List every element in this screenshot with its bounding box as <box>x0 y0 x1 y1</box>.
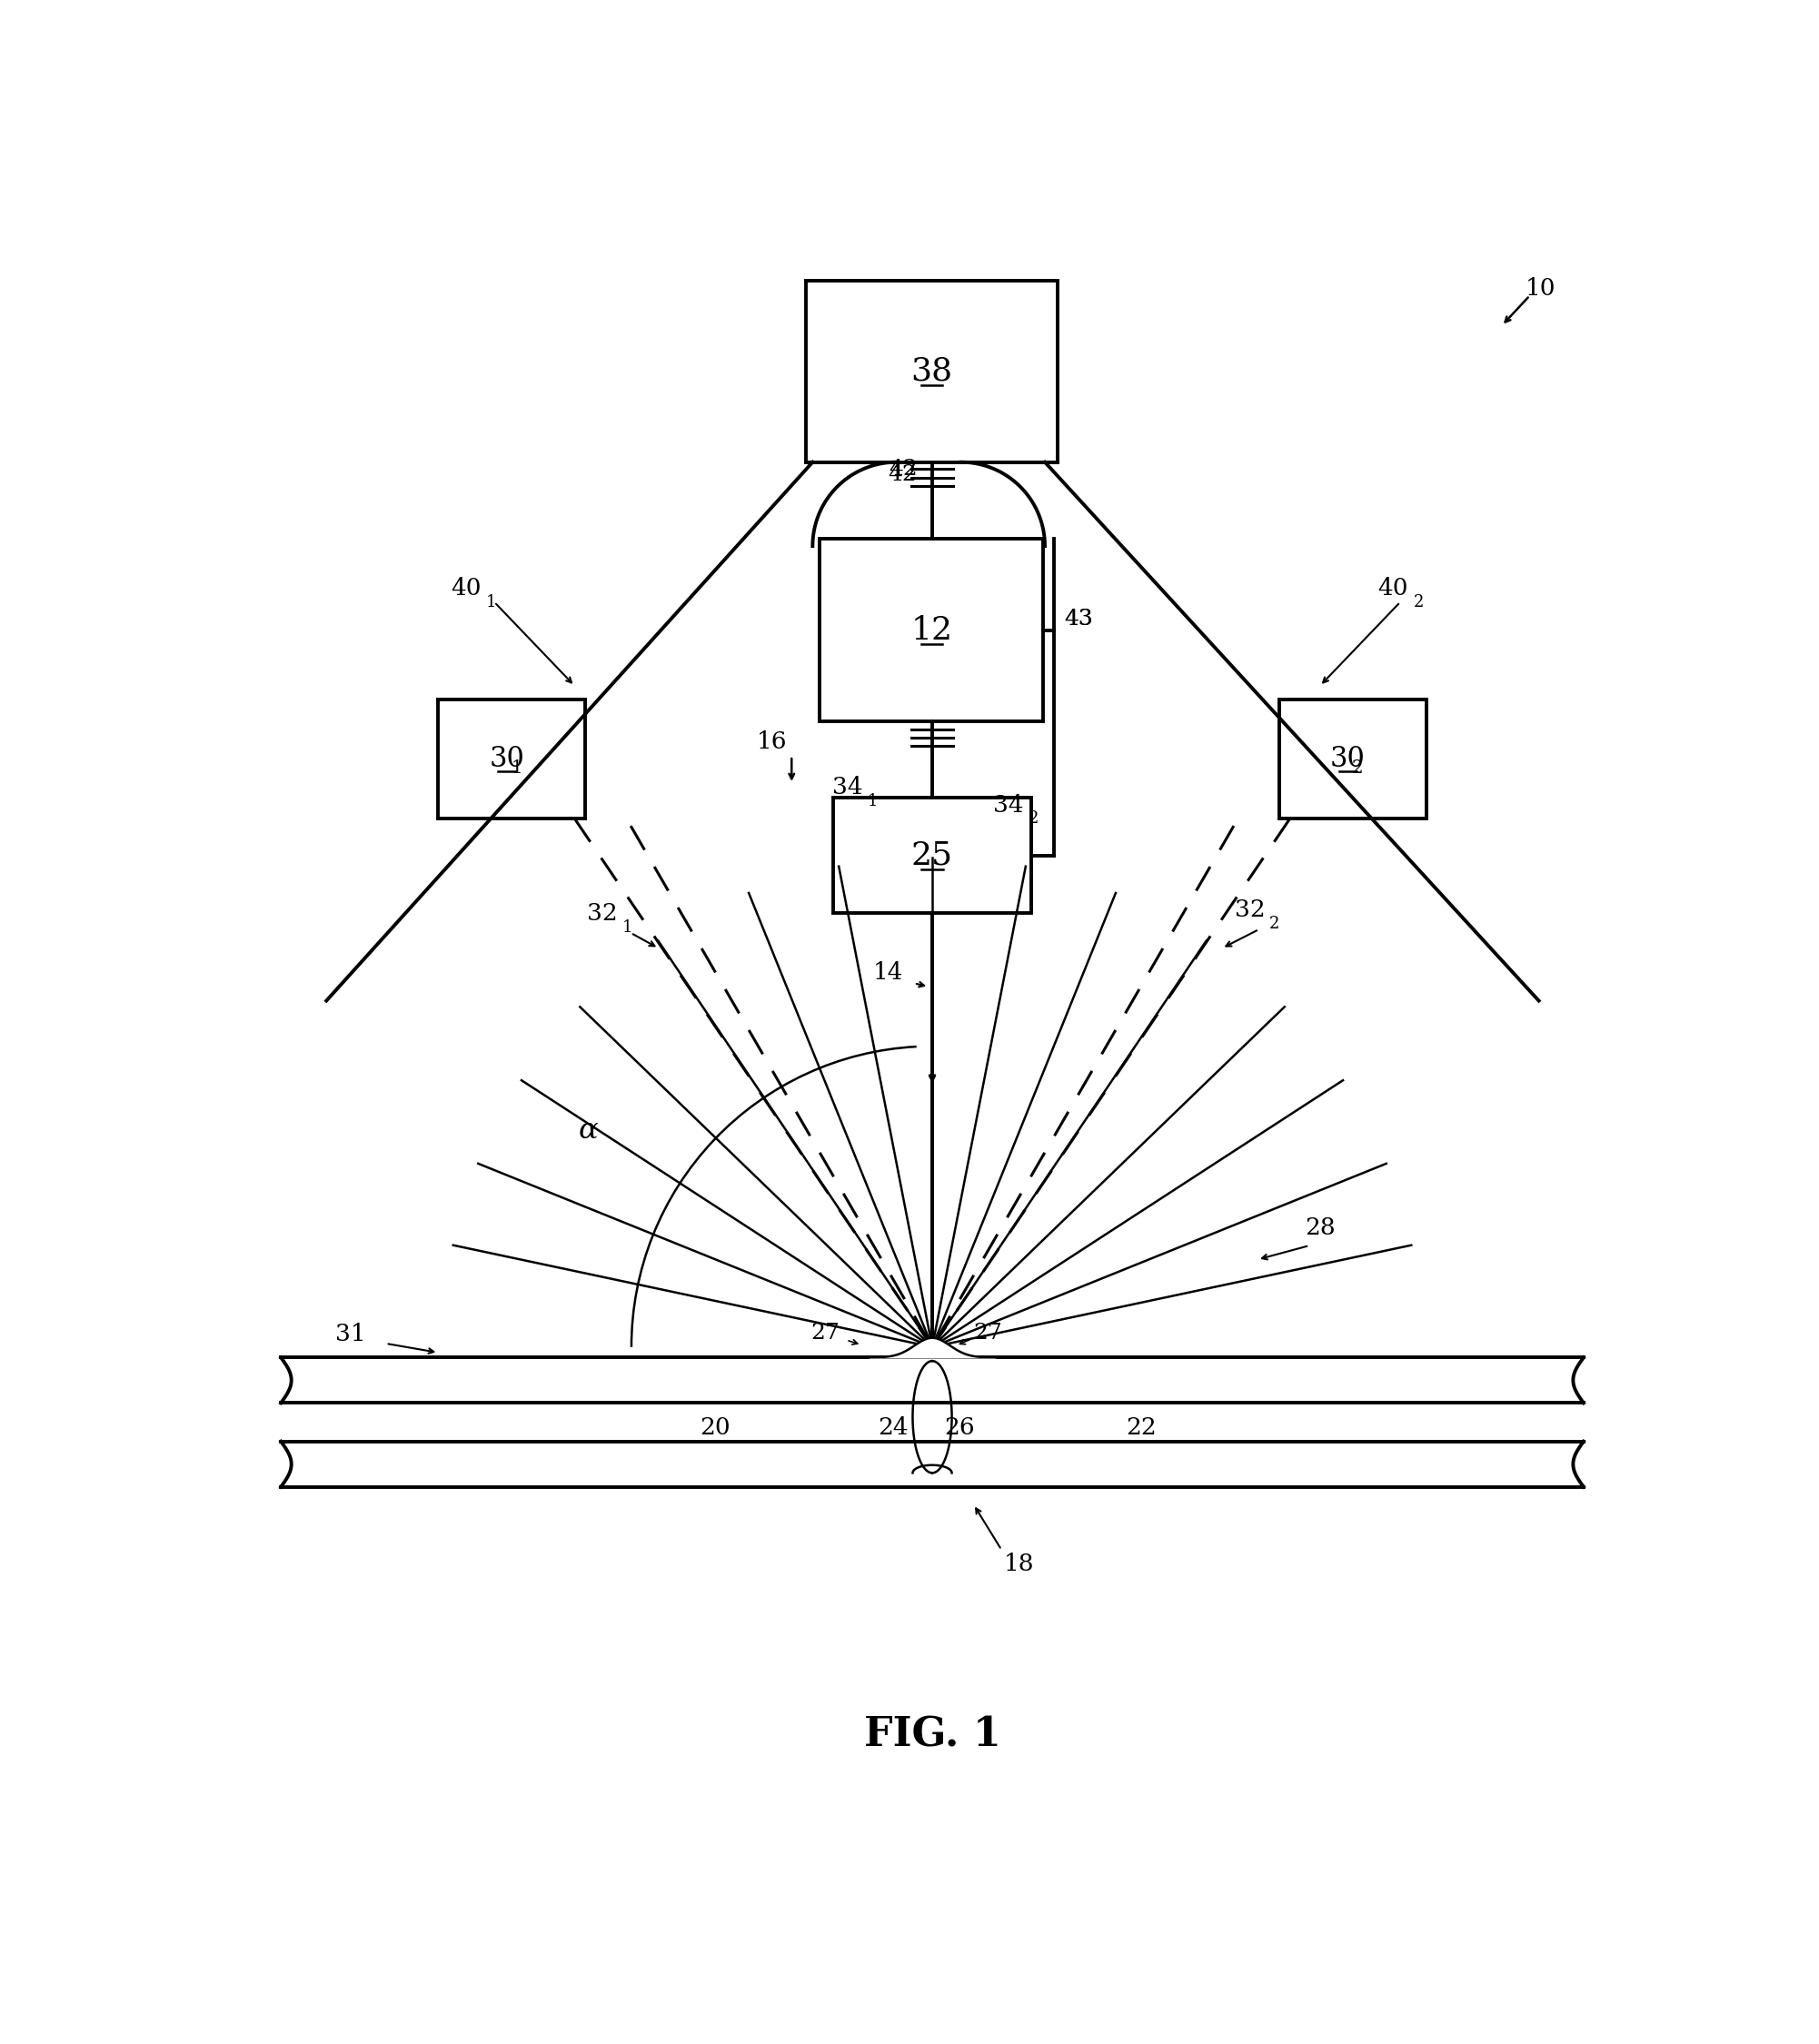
Text: 30: 30 <box>489 746 524 773</box>
Text: 2: 2 <box>1413 595 1424 611</box>
Text: 34: 34 <box>833 777 862 799</box>
Text: 32: 32 <box>1235 899 1266 922</box>
Text: 1: 1 <box>511 758 522 777</box>
Text: 27: 27 <box>973 1322 1002 1343</box>
Text: 14: 14 <box>873 961 904 983</box>
Text: 27: 27 <box>811 1322 840 1343</box>
Text: 30: 30 <box>1330 746 1366 773</box>
Bar <box>820 540 1044 722</box>
Text: 34: 34 <box>993 793 1024 816</box>
Text: 40: 40 <box>1379 576 1408 599</box>
Text: 38: 38 <box>911 356 953 386</box>
Text: 2: 2 <box>1270 916 1279 932</box>
Text: 43: 43 <box>1064 609 1093 630</box>
Bar <box>833 797 1031 914</box>
Text: 16: 16 <box>757 730 788 754</box>
Text: 32: 32 <box>588 901 618 924</box>
Text: 31: 31 <box>335 1322 366 1345</box>
Text: 24: 24 <box>879 1416 908 1439</box>
Text: 1: 1 <box>486 595 497 611</box>
Text: 12: 12 <box>911 615 953 646</box>
Text: 2: 2 <box>1028 811 1039 828</box>
Text: FIG. 1: FIG. 1 <box>864 1715 1000 1754</box>
Text: 1: 1 <box>622 920 633 936</box>
Text: 20: 20 <box>698 1416 729 1439</box>
Text: 22: 22 <box>1126 1416 1157 1439</box>
Text: 2: 2 <box>1352 758 1364 777</box>
Text: 28: 28 <box>1304 1216 1335 1239</box>
Bar <box>438 699 586 820</box>
Text: 25: 25 <box>911 840 953 871</box>
Text: 43: 43 <box>1064 609 1093 630</box>
Bar <box>1279 699 1426 820</box>
Text: 42: 42 <box>888 464 917 484</box>
Text: 18: 18 <box>1004 1553 1035 1576</box>
Text: 40: 40 <box>451 576 482 599</box>
Text: α: α <box>578 1116 598 1145</box>
Text: 42: 42 <box>889 458 919 480</box>
Bar <box>806 280 1057 462</box>
Text: 26: 26 <box>944 1416 975 1439</box>
Text: 1: 1 <box>868 793 879 809</box>
Text: 10: 10 <box>1524 278 1555 300</box>
